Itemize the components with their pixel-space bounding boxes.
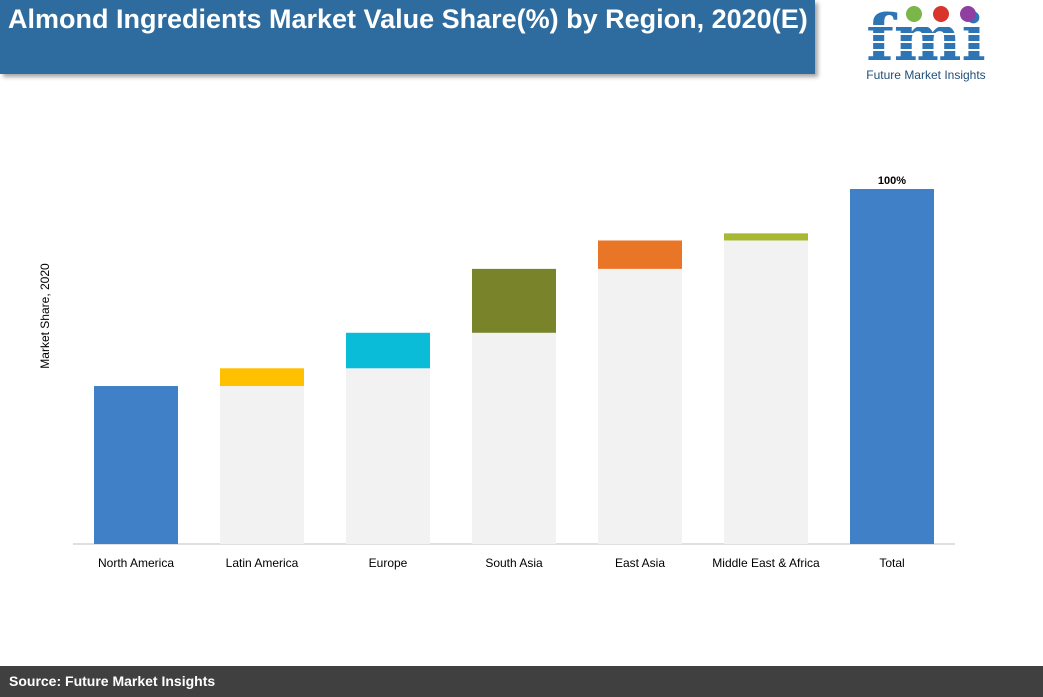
bar-total (850, 189, 934, 544)
x-tick-label: North America (98, 556, 174, 570)
bar-base (598, 268, 682, 544)
data-labels: 100% (878, 175, 906, 187)
chart-title: Almond Ingredients Market Value Share(%)… (8, 4, 808, 34)
bar-base (220, 386, 304, 544)
x-tick-label: Latin America (226, 556, 299, 570)
globe-icon-green (906, 6, 922, 22)
waterfall-chart: Market Share, 2020 North America Latin Am… (38, 175, 955, 570)
x-tick-label: South Asia (485, 556, 543, 570)
fmi-logo-mark: fmi (846, 1, 1006, 76)
bar-base (724, 240, 808, 544)
bar-south-asia (472, 268, 556, 333)
x-tick-label: Europe (369, 556, 408, 570)
logo-stripes (846, 25, 1006, 51)
bar-europe (346, 332, 430, 369)
bar-north-america (94, 386, 178, 544)
fmi-logo: fmi Future Market Insights (846, 1, 1006, 86)
data-label: 100% (878, 175, 906, 187)
bars-group (94, 189, 934, 544)
logo-tagline: Future Market Insights (866, 68, 986, 82)
bar-latin-america (220, 368, 304, 387)
bar-base (472, 332, 556, 544)
bar-middle-east-africa (724, 233, 808, 241)
bar-base (346, 368, 430, 544)
source-footer: Source: Future Market Insights (0, 666, 1043, 697)
x-tick-label: East Asia (615, 556, 665, 570)
globe-icon-red (933, 6, 949, 22)
y-axis-label: Market Share, 2020 (38, 263, 52, 369)
x-tick-label: Middle East & Africa (712, 556, 820, 570)
bar-east-asia (598, 240, 682, 269)
x-tick-label: Total (879, 556, 904, 570)
source-text: Source: Future Market Insights (9, 673, 216, 689)
globe-icon-purple (960, 6, 976, 22)
title-banner: Almond Ingredients Market Value Share(%)… (0, 0, 815, 74)
x-tick-labels: North America Latin America Europe South As… (98, 556, 905, 570)
